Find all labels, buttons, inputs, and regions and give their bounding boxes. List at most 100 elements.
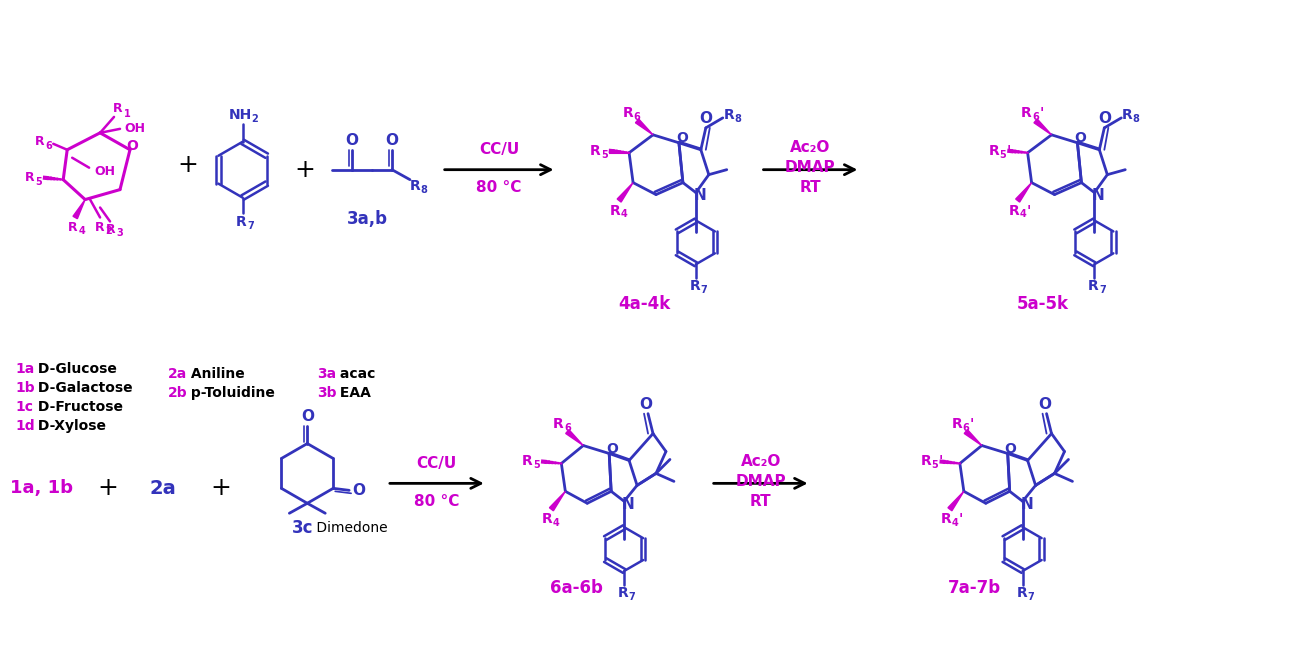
Text: 2b: 2b <box>168 386 187 400</box>
Text: 6: 6 <box>564 422 570 433</box>
Text: CC/U: CC/U <box>417 456 457 471</box>
Text: 1c: 1c <box>16 400 34 414</box>
Polygon shape <box>948 491 964 511</box>
Text: 8: 8 <box>421 185 427 195</box>
Text: R: R <box>724 108 734 122</box>
Text: D-Glucose: D-Glucose <box>34 362 117 376</box>
Text: R: R <box>951 416 963 431</box>
Text: 5: 5 <box>533 460 540 470</box>
Text: 4: 4 <box>553 518 560 528</box>
Text: R: R <box>618 586 629 600</box>
Text: O: O <box>346 133 359 148</box>
Text: CC/U: CC/U <box>479 142 520 157</box>
Text: 8: 8 <box>734 114 742 124</box>
Text: R: R <box>590 144 600 158</box>
Text: D-Xylose: D-Xylose <box>34 418 107 433</box>
Text: 1a: 1a <box>16 362 35 376</box>
Text: +: + <box>294 157 314 182</box>
Text: R: R <box>107 223 116 236</box>
Text: O: O <box>675 131 688 145</box>
Text: O: O <box>126 139 138 153</box>
Text: R: R <box>542 512 553 526</box>
Text: 3c: 3c <box>292 519 314 537</box>
Text: 2: 2 <box>105 226 113 236</box>
Polygon shape <box>565 430 583 446</box>
Text: ': ' <box>959 512 963 526</box>
Text: 4: 4 <box>621 210 627 220</box>
Text: R: R <box>236 215 247 230</box>
Polygon shape <box>617 183 633 202</box>
Text: R: R <box>69 221 78 234</box>
Text: Dimedone: Dimedone <box>312 521 388 535</box>
Text: R: R <box>409 179 421 193</box>
Text: OH: OH <box>125 122 145 135</box>
Polygon shape <box>1034 119 1051 135</box>
Text: 7: 7 <box>700 285 707 295</box>
Text: 3a: 3a <box>317 367 336 381</box>
Text: ': ' <box>1007 144 1011 158</box>
Text: p-Toluidine: p-Toluidine <box>186 386 274 400</box>
Polygon shape <box>964 430 982 446</box>
Text: 7: 7 <box>1028 592 1034 602</box>
Text: NH: NH <box>229 108 252 122</box>
Text: EAA: EAA <box>335 386 372 400</box>
Text: 2a: 2a <box>149 479 177 498</box>
Text: R: R <box>553 416 564 431</box>
Polygon shape <box>73 200 86 218</box>
Text: R: R <box>113 102 123 116</box>
Text: R: R <box>1089 279 1099 293</box>
Text: 5: 5 <box>999 150 1007 160</box>
Text: 1d: 1d <box>16 418 35 433</box>
Text: 80 °C: 80 °C <box>414 494 460 509</box>
Text: O: O <box>301 409 314 424</box>
Text: 3b: 3b <box>317 386 336 400</box>
Text: N: N <box>694 188 707 203</box>
Text: N: N <box>1020 497 1033 512</box>
Text: R: R <box>25 171 34 184</box>
Text: 4: 4 <box>951 518 959 528</box>
Text: D-Fructose: D-Fructose <box>34 400 123 414</box>
Text: R: R <box>1021 106 1031 120</box>
Text: O: O <box>639 397 652 412</box>
Text: 5a-5k: 5a-5k <box>1017 295 1069 313</box>
Text: 1a, 1b: 1a, 1b <box>10 479 73 497</box>
Text: 6: 6 <box>1033 112 1039 122</box>
Text: 8: 8 <box>1133 114 1139 124</box>
Text: O: O <box>607 442 618 456</box>
Text: 7: 7 <box>1099 285 1105 295</box>
Text: ': ' <box>1026 203 1031 218</box>
Text: 4: 4 <box>79 226 86 236</box>
Text: +: + <box>210 476 231 501</box>
Text: OH: OH <box>95 165 116 178</box>
Text: 3a,b: 3a,b <box>347 210 387 228</box>
Text: RT: RT <box>800 180 821 195</box>
Text: DMAP: DMAP <box>735 474 786 489</box>
Text: +: + <box>97 476 118 501</box>
Text: 6: 6 <box>634 112 640 122</box>
Text: 6: 6 <box>45 141 52 151</box>
Text: 6: 6 <box>963 422 969 433</box>
Polygon shape <box>549 491 565 511</box>
Text: R: R <box>95 221 105 234</box>
Text: 3: 3 <box>117 228 123 238</box>
Text: 2: 2 <box>251 114 259 124</box>
Text: 7: 7 <box>629 592 635 602</box>
Text: 5: 5 <box>35 177 42 187</box>
Text: 7a-7b: 7a-7b <box>948 579 1002 597</box>
Text: N: N <box>622 497 634 512</box>
Text: Ac₂O: Ac₂O <box>740 454 781 469</box>
Text: O: O <box>1074 131 1086 145</box>
Text: Aniline: Aniline <box>186 367 244 381</box>
Text: 6a-6b: 6a-6b <box>549 579 603 597</box>
Text: R: R <box>609 203 621 218</box>
Text: O: O <box>699 112 712 126</box>
Text: R: R <box>940 512 951 526</box>
Text: R: R <box>1008 203 1018 218</box>
Text: R: R <box>921 454 931 469</box>
Text: 5: 5 <box>601 150 608 160</box>
Text: 5: 5 <box>931 460 938 470</box>
Text: N: N <box>1092 188 1104 203</box>
Text: R: R <box>35 135 44 148</box>
Text: R: R <box>989 144 999 158</box>
Text: R: R <box>622 106 634 120</box>
